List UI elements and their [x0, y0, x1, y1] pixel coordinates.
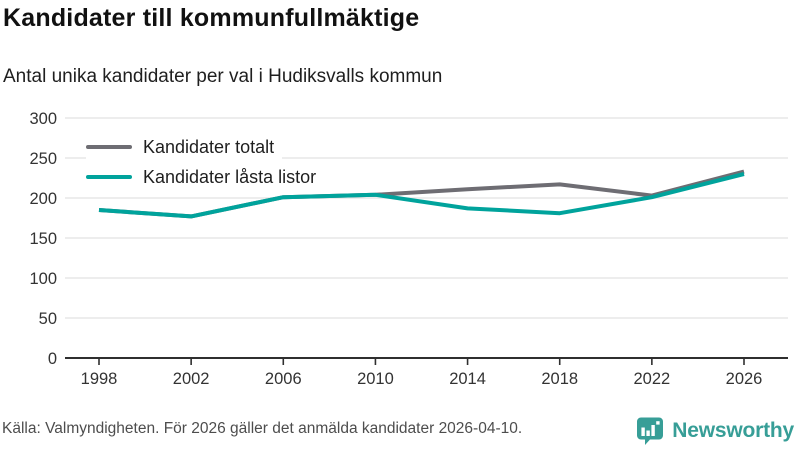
y-tick-label: 100: [29, 270, 57, 288]
newsworthy-logo-icon: [637, 417, 664, 445]
brand-name: Newsworthy: [672, 419, 794, 442]
x-tick-label: 2018: [541, 370, 578, 388]
y-tick-label: 150: [29, 230, 57, 248]
legend-label-totalt: Kandidater totalt: [143, 136, 275, 157]
x-tick-label: 2002: [173, 370, 210, 388]
y-tick-label: 50: [39, 310, 57, 328]
page-title: Kandidater till kommunfullmäktige: [3, 4, 420, 32]
y-tick-label: 200: [29, 190, 57, 208]
source-text: Källa: Valmyndigheten. För 2026 gäller d…: [2, 420, 523, 437]
page-subtitle: Antal unika kandidater per val i Hudiksv…: [3, 66, 443, 87]
y-tick-label: 0: [48, 350, 57, 368]
legend: Kandidater totalt Kandidater låsta listo…: [86, 135, 325, 195]
legend-item-totalt: Kandidater totalt: [86, 135, 283, 159]
x-tick-label: 2014: [449, 370, 486, 388]
legend-item-lasta-listor: Kandidater låsta listor: [86, 165, 325, 189]
legend-swatch-totalt: [86, 145, 132, 149]
x-tick-label: 1998: [81, 370, 118, 388]
x-tick-label: 2026: [726, 370, 763, 388]
x-tick-label: 2006: [265, 370, 302, 388]
x-tick-label: 2010: [357, 370, 394, 388]
y-tick-label: 300: [29, 110, 57, 128]
legend-swatch-lasta-listor: [86, 175, 132, 179]
y-tick-label: 250: [29, 150, 57, 168]
legend-label-lasta-listor: Kandidater låsta listor: [143, 166, 317, 187]
series-line-lasta-listor: [98, 172, 745, 219]
x-tick-label: 2022: [633, 370, 670, 388]
newsworthy-brand: Newsworthy: [635, 416, 794, 446]
footer: Källa: Valmyndigheten. För 2026 gäller d…: [0, 416, 800, 450]
